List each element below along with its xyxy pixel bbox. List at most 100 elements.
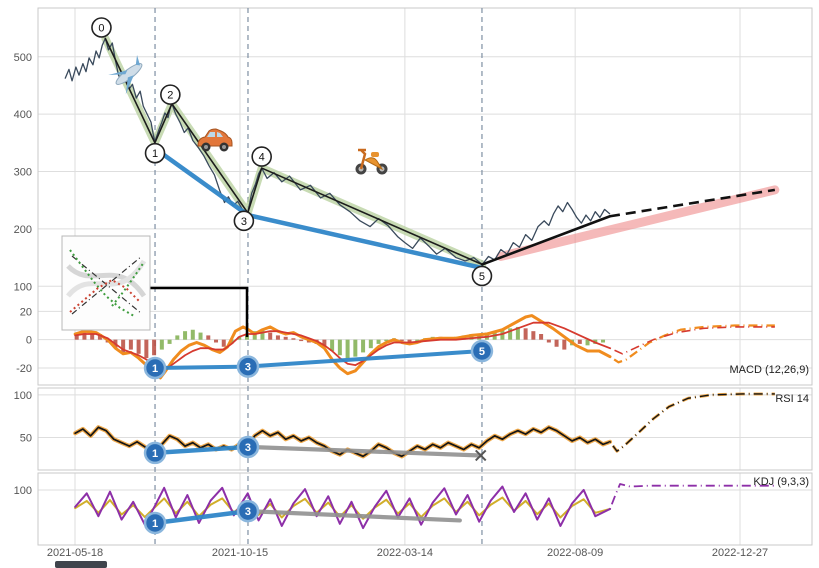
macd-histogram-bar <box>361 339 366 353</box>
marker-label: 5 <box>479 271 485 283</box>
kdj-trendline-blue <box>152 508 251 526</box>
macd-histogram-bar <box>128 339 133 350</box>
y-tick-label: 20 <box>20 306 32 318</box>
macd-histogram-bar <box>291 338 296 340</box>
x-tick-label: 2022-03-14 <box>377 547 433 559</box>
marker-label: 5 <box>479 346 485 358</box>
y-tick-label: -20 <box>16 363 32 375</box>
y-tick-label: 500 <box>14 52 32 64</box>
marker-label: 1 <box>152 148 158 160</box>
kdj-trendline-gray <box>245 509 462 523</box>
macd-histogram-bar <box>368 339 373 349</box>
blue-circle-marker <box>143 511 167 535</box>
macd-histogram-bar <box>376 339 381 344</box>
marker-label: 3 <box>245 442 251 454</box>
macd-histogram-bar <box>283 336 288 340</box>
x-tick-label: 2021-10-15 <box>212 547 268 559</box>
x-tick-label: 2022-08-09 <box>547 547 603 559</box>
wave-circle-marker <box>251 146 272 167</box>
rsi-forecast-glow <box>608 392 775 453</box>
y-tick-label: 100 <box>14 390 32 402</box>
bottom-left-artifact <box>55 561 107 568</box>
y-tick-label: 200 <box>14 224 32 236</box>
macd-histogram-bar <box>585 339 590 346</box>
marker-label: 1 <box>152 518 158 530</box>
macd-histogram-bar <box>159 339 164 350</box>
macd-histogram-bar <box>74 335 79 340</box>
macd-histogram-bar <box>577 339 582 344</box>
y-tick-label: 400 <box>14 109 32 121</box>
wave-circle-marker <box>144 142 166 164</box>
macd-histogram-bar <box>175 335 180 340</box>
forecast-line-dashed <box>609 188 776 218</box>
y-tick-label: 100 <box>14 281 32 293</box>
blue-circle-marker <box>470 339 494 363</box>
kdj-legend: KDJ (9,3,3) <box>753 476 809 488</box>
macd-histogram-bar <box>214 339 219 343</box>
panel-border <box>37 387 813 471</box>
kdj-forecast-line <box>609 483 775 510</box>
macd-histogram-bar <box>508 328 513 340</box>
macd-histogram-bar <box>237 336 242 340</box>
rsi-forecast-line <box>609 393 775 452</box>
macd-histogram-bar <box>144 339 149 359</box>
y-tick-label: 300 <box>14 167 32 179</box>
kdj-j-line <box>74 485 611 530</box>
marker-label: 3 <box>245 362 251 374</box>
rsi-trendline-gray <box>245 444 483 458</box>
y-tick-label: 100 <box>14 485 32 497</box>
macd-histogram-bar <box>206 335 211 340</box>
blue-circle-marker <box>143 441 167 465</box>
macd-histogram-bar <box>183 331 188 340</box>
macd-histogram-bar <box>322 339 327 347</box>
marker-label: 1 <box>152 448 158 460</box>
marker-label: 2 <box>167 90 173 102</box>
blue-circle-marker <box>236 355 260 378</box>
forecast-band <box>496 185 780 261</box>
macd-histogram-bar <box>353 339 358 357</box>
marker-label: 3 <box>245 506 251 518</box>
x-tick-label: 2021-05-18 <box>47 547 103 559</box>
panel-border <box>37 472 813 546</box>
blue-circle-marker <box>143 356 167 380</box>
wave-circle-marker <box>91 17 112 38</box>
macd-histogram-bar <box>384 339 389 342</box>
macd-histogram-bar <box>82 332 87 340</box>
marker-label: 1 <box>152 363 158 375</box>
macd-histogram-bar <box>221 339 226 347</box>
macd-histogram-bar <box>268 332 273 340</box>
elliott-wave-line <box>104 37 484 266</box>
marker-label: 4 <box>259 152 265 164</box>
macd-histogram-bar <box>523 328 528 340</box>
x-marker <box>475 449 487 462</box>
macd-histogram-bar <box>190 329 195 340</box>
macd-histogram-bar <box>337 339 342 356</box>
panel-border <box>37 7 813 386</box>
marker-label: 3 <box>241 216 247 228</box>
macd-histogram-bar <box>97 334 102 340</box>
macd-histogram-bar <box>407 339 412 343</box>
macd-histogram-bar <box>275 335 280 340</box>
macd-histogram-bar <box>330 339 335 351</box>
macd-histogram-bar <box>260 329 265 340</box>
macd-histogram-bar <box>136 339 141 354</box>
macd-histogram-bar <box>345 339 350 359</box>
macd-histogram-bar <box>554 339 559 347</box>
macd-histogram-bar <box>546 339 551 343</box>
macd-histogram-bar <box>152 339 157 356</box>
macd-histogram-bar <box>601 339 606 343</box>
macd-histogram-bar <box>415 339 420 342</box>
rsi-legend: RSI 14 <box>775 393 809 405</box>
macd-histogram-bar <box>167 339 172 344</box>
rsi-trendline-blue <box>152 444 251 456</box>
wave-circle-marker <box>160 84 181 105</box>
wave-circle-marker <box>471 265 493 287</box>
blue-circle-marker <box>236 435 260 459</box>
macd-histogram-bar <box>121 339 126 353</box>
y-tick-label: 50 <box>20 433 32 445</box>
wave-circle-marker <box>233 210 255 232</box>
macd-histogram-bar <box>90 331 95 340</box>
macd-legend: MACD (12,26,9) <box>729 364 809 376</box>
macd-histogram-bar <box>399 339 404 342</box>
